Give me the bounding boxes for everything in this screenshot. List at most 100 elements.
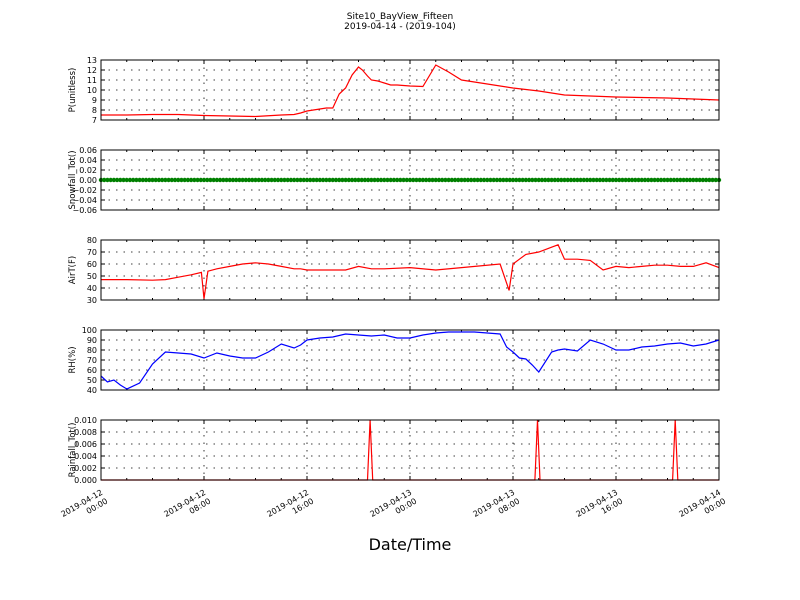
- data-point: [629, 177, 635, 183]
- y-axis-label: P(unitless): [68, 68, 78, 113]
- y-tick-label: 0.002: [74, 464, 97, 473]
- data-point: [417, 177, 422, 183]
- data-point: [697, 177, 702, 183]
- data-point: [378, 177, 384, 183]
- data-point: [526, 177, 532, 183]
- y-tick-label: 50: [87, 272, 97, 281]
- data-point: [571, 177, 577, 183]
- data-point: [266, 177, 271, 183]
- y-tick-label: 9: [92, 96, 97, 105]
- data-point: [356, 177, 361, 183]
- data-point: [713, 177, 718, 183]
- data-point: [346, 177, 352, 183]
- data-point: [147, 177, 152, 183]
- plot-frame: [100, 419, 720, 481]
- data-point: [111, 177, 117, 183]
- data-point: [169, 177, 175, 183]
- data-point: [423, 177, 429, 183]
- data-point: [343, 177, 348, 183]
- data-point: [163, 177, 168, 183]
- y-axis-label: Rainfall_Tot(): [68, 423, 78, 478]
- data-point: [684, 177, 690, 183]
- data-point: [240, 177, 245, 183]
- data-point: [375, 177, 381, 183]
- data-point: [320, 177, 326, 183]
- data-point: [681, 177, 686, 183]
- data-point: [485, 177, 490, 183]
- data-point: [243, 177, 249, 183]
- data-point: [327, 177, 332, 183]
- data-point: [208, 177, 213, 183]
- plot-frame: [100, 329, 720, 391]
- data-point: [159, 177, 165, 183]
- data-point: [282, 177, 287, 183]
- data-point: [394, 177, 400, 183]
- data-point: [568, 177, 574, 183]
- data-point: [340, 177, 345, 183]
- y-tick-label: 13: [87, 56, 97, 65]
- data-point: [581, 177, 587, 183]
- y-tick-label: 70: [87, 356, 97, 365]
- panel-5: 0.000 0.002 0.004 0.006 0.008 0.010Rainfall_T…: [68, 416, 720, 485]
- data-point: [140, 177, 146, 183]
- data-point: [427, 177, 432, 183]
- panel-2: −0.06−0.04−0.020.000.020.040.06Snowfall_…: [68, 146, 722, 215]
- data-point: [617, 177, 622, 183]
- y-axis-label: Snowfall_Tot(): [68, 150, 78, 209]
- y-tick-label: 10: [87, 86, 97, 95]
- data-point: [507, 177, 512, 183]
- series-line-RH(%): [100, 331, 720, 390]
- data-point: [662, 177, 667, 183]
- data-point: [520, 177, 525, 183]
- data-point: [691, 177, 696, 183]
- data-point: [291, 177, 297, 183]
- y-tick-label: 30: [87, 296, 97, 305]
- data-point: [539, 177, 545, 183]
- data-point: [510, 177, 516, 183]
- data-point: [298, 177, 303, 183]
- y-tick-label: 8: [92, 106, 97, 115]
- data-point: [559, 177, 564, 183]
- data-point: [494, 177, 500, 183]
- data-point: [105, 177, 110, 183]
- data-point: [108, 177, 113, 183]
- panel-3: 30 40 50 60 70 80 AirT(F): [68, 236, 720, 305]
- y-axis-label: AirT(F): [68, 256, 78, 284]
- data-point: [227, 177, 232, 183]
- data-point: [314, 177, 319, 183]
- data-point: [655, 177, 661, 183]
- y-tick-label: 50: [87, 376, 97, 385]
- data-point: [404, 177, 409, 183]
- y-axis-label: RH(%): [68, 346, 78, 373]
- data-point: [124, 177, 129, 183]
- y-tick-label: 0.006: [74, 440, 97, 449]
- data-point: [468, 177, 474, 183]
- data-point: [478, 177, 484, 183]
- data-point: [707, 177, 712, 183]
- data-point: [172, 177, 178, 183]
- data-point: [443, 177, 448, 183]
- data-point: [591, 177, 596, 183]
- data-point: [182, 177, 187, 183]
- data-point: [143, 177, 149, 183]
- data-point: [530, 177, 535, 183]
- series-line-AirT(F): [101, 244, 720, 299]
- data-point: [279, 177, 284, 183]
- data-point: [517, 177, 522, 183]
- series-Snowfall_Tot(): [98, 177, 722, 183]
- data-point: [398, 177, 403, 183]
- data-point: [201, 177, 207, 183]
- data-point: [452, 177, 458, 183]
- data-point: [594, 177, 599, 183]
- data-point: [118, 177, 123, 183]
- data-point: [221, 177, 226, 183]
- y-tick-label: 0.04: [79, 156, 97, 165]
- data-point: [188, 177, 194, 183]
- data-point: [607, 177, 612, 183]
- data-point: [674, 177, 680, 183]
- data-point: [324, 177, 329, 183]
- y-tick-label: 80: [87, 236, 97, 245]
- data-point: [481, 177, 487, 183]
- data-point: [176, 177, 181, 183]
